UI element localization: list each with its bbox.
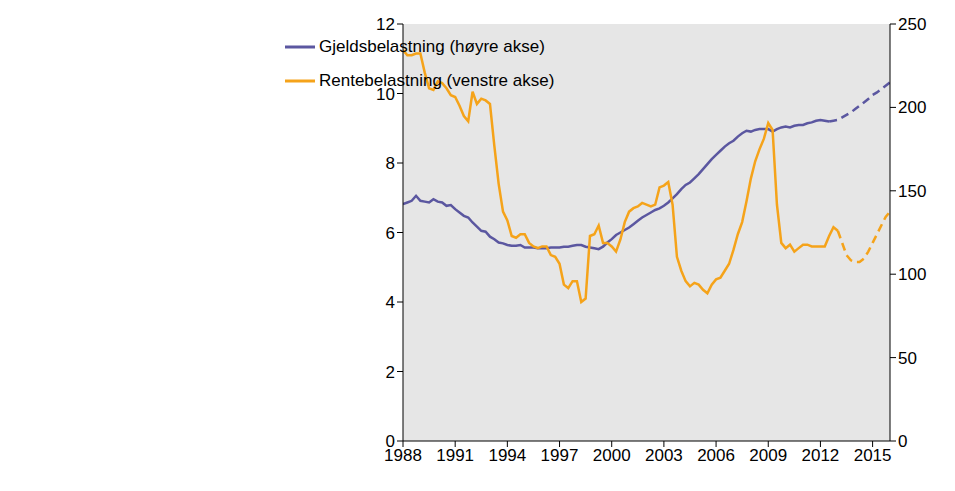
svg-text:2006: 2006 xyxy=(697,446,735,465)
svg-text:4: 4 xyxy=(386,293,395,312)
svg-text:200: 200 xyxy=(898,98,926,117)
svg-text:2009: 2009 xyxy=(749,446,787,465)
svg-text:6: 6 xyxy=(386,224,395,243)
html-text:Rentebelastning (venstre akse): Rentebelastning (venstre akse) xyxy=(319,71,555,90)
svg-text:2015: 2015 xyxy=(854,446,892,465)
svg-text:1988: 1988 xyxy=(384,446,422,466)
svg-text:1991: 1991 xyxy=(436,446,474,465)
svg-text:150: 150 xyxy=(898,182,926,201)
svg-text:12: 12 xyxy=(376,15,395,34)
svg-text:8: 8 xyxy=(386,154,395,173)
svg-text:2003: 2003 xyxy=(645,446,683,465)
svg-text:250: 250 xyxy=(898,15,926,34)
svg-text:2000: 2000 xyxy=(593,446,631,465)
svg-text:0: 0 xyxy=(386,432,395,451)
svg-text:100: 100 xyxy=(898,265,926,284)
svg-text:1994: 1994 xyxy=(488,446,526,465)
svg-text:2: 2 xyxy=(386,363,395,382)
svg-text:1997: 1997 xyxy=(541,446,579,465)
html-text:Gjeldsbelastning (høyre akse): Gjeldsbelastning (høyre akse) xyxy=(319,37,545,56)
svg-text:50: 50 xyxy=(898,349,917,368)
svg-text:0: 0 xyxy=(898,432,907,451)
svg-text:10: 10 xyxy=(376,85,395,104)
svg-text:2012: 2012 xyxy=(802,446,840,465)
